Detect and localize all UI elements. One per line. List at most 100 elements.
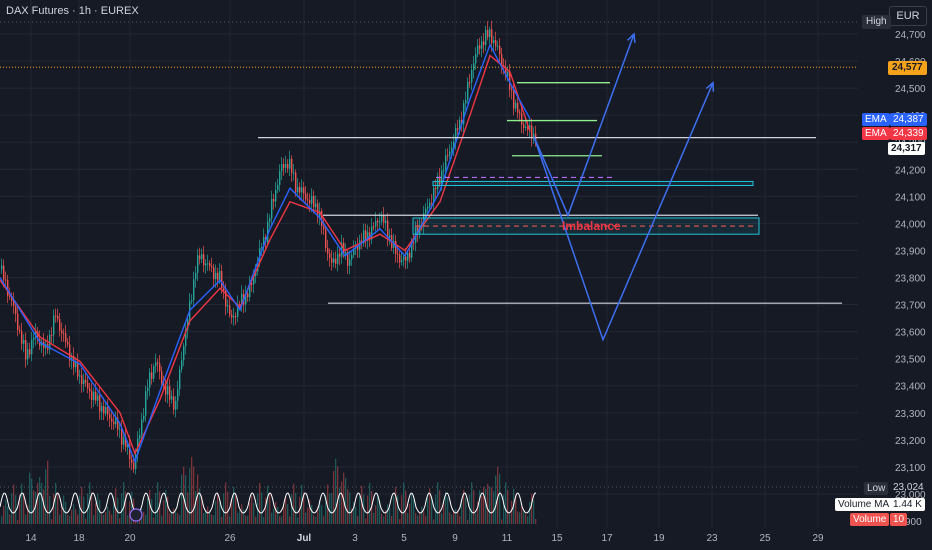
- currency-button[interactable]: EUR: [889, 6, 927, 26]
- candle-body: [339, 253, 341, 257]
- volume-bar: [263, 517, 265, 524]
- candle-body: [187, 319, 189, 331]
- volume-bar: [271, 512, 273, 524]
- volume-bar: [377, 495, 379, 524]
- volume-bar: [341, 481, 343, 524]
- volume-bar: [213, 515, 215, 524]
- candle-body: [89, 388, 91, 392]
- volume-bar: [461, 499, 463, 524]
- volume-bar: [245, 515, 247, 524]
- candle-body: [451, 147, 453, 152]
- candle-body: [27, 349, 29, 360]
- candle-body: [21, 331, 23, 344]
- volume-bar: [287, 504, 289, 524]
- event-marker[interactable]: [129, 508, 143, 522]
- projection-path[interactable]: [533, 33, 635, 218]
- time-tick-label: 20: [124, 533, 136, 544]
- candle-body: [531, 125, 533, 139]
- candle-body: [127, 444, 129, 448]
- candle-body: [399, 254, 401, 263]
- candle-body: [489, 29, 491, 38]
- volume-bar: [11, 493, 13, 524]
- candle-body: [377, 220, 379, 223]
- projection-arrowhead: [627, 32, 636, 44]
- time-tick-label: 14: [25, 533, 37, 544]
- candle-body: [491, 29, 493, 44]
- candle-body: [483, 41, 485, 45]
- price-tick-label: 900: [905, 517, 922, 528]
- time-axis[interactable]: 14 18 20 26 Jul 3 5 9 11 15 17 19 23 25 29: [25, 533, 824, 544]
- price-tick-label: 23,200: [895, 436, 926, 447]
- time-tick-label: 23: [706, 533, 718, 544]
- volume-bar: [269, 493, 271, 524]
- projection-arrowhead: [705, 81, 715, 92]
- volume-bar: [79, 495, 81, 524]
- volume-bar: [3, 505, 5, 524]
- volume-bar: [161, 515, 163, 524]
- time-tick-label: 26: [224, 533, 236, 544]
- candle-body: [177, 389, 179, 401]
- volume-bar: [467, 519, 469, 524]
- candle-body: [441, 170, 443, 185]
- imbalance-zone[interactable]: [432, 180, 754, 187]
- price-tick-label: 24,000: [895, 219, 926, 230]
- projection-path[interactable]: [533, 82, 714, 342]
- volume-bar: [171, 512, 173, 524]
- candle-body: [313, 195, 315, 208]
- volume-bar: [243, 509, 245, 524]
- volume-bar: [475, 513, 477, 524]
- candle-body: [77, 361, 79, 377]
- volume-bar: [47, 460, 49, 524]
- candle-body: [209, 263, 211, 267]
- volume-bar: [375, 505, 377, 524]
- volume-bar: [61, 503, 63, 524]
- ema-slow-value: 24,339: [890, 127, 927, 140]
- volume-bar: [185, 475, 187, 524]
- candle-body: [467, 81, 469, 100]
- candle-body: [179, 369, 181, 390]
- candle-body: [205, 263, 207, 266]
- volume-bar: [13, 484, 15, 524]
- candle-body: [269, 218, 271, 222]
- volume-bar: [455, 509, 457, 524]
- volume-bar: [511, 500, 513, 524]
- candle-body: [295, 172, 297, 193]
- candle-body: [323, 226, 325, 230]
- volume-bar: [331, 493, 333, 524]
- volume-bar: [279, 516, 281, 524]
- symbol-title[interactable]: DAX Futures · 1h · EUREX: [6, 5, 139, 17]
- volume-bar: [447, 497, 449, 524]
- candle-body: [507, 71, 509, 77]
- volume-bar: [525, 514, 527, 524]
- candle-body: [211, 266, 213, 268]
- volume-bar: [43, 489, 45, 524]
- volume-bar: [535, 519, 537, 524]
- candle-body: [501, 54, 503, 66]
- candle-body: [271, 198, 273, 219]
- candle-body: [147, 387, 149, 392]
- volume-bar: [303, 492, 305, 524]
- volume-bar: [69, 516, 71, 524]
- candle-body: [465, 99, 467, 104]
- volume-bar: [109, 510, 111, 524]
- volume-bar: [491, 487, 493, 524]
- candle-body: [463, 103, 465, 125]
- volume-bar: [295, 492, 297, 524]
- candle-body: [91, 391, 93, 400]
- volume-bar: [103, 514, 105, 524]
- volume-bar: [529, 502, 531, 524]
- volume-bar: [291, 494, 293, 524]
- volume-bar: [329, 493, 331, 524]
- candle-body: [305, 193, 307, 200]
- volume-bar: [501, 519, 503, 524]
- volume-bar: [399, 519, 401, 524]
- volume-bar: [471, 482, 473, 524]
- volume-bar: [393, 496, 395, 524]
- candle-body: [349, 259, 351, 266]
- candle-body: [115, 417, 117, 425]
- volume-bar: [107, 506, 109, 524]
- volume-bar: [309, 499, 311, 524]
- volume-label: Volume: [850, 513, 890, 526]
- volume-bar: [413, 499, 415, 524]
